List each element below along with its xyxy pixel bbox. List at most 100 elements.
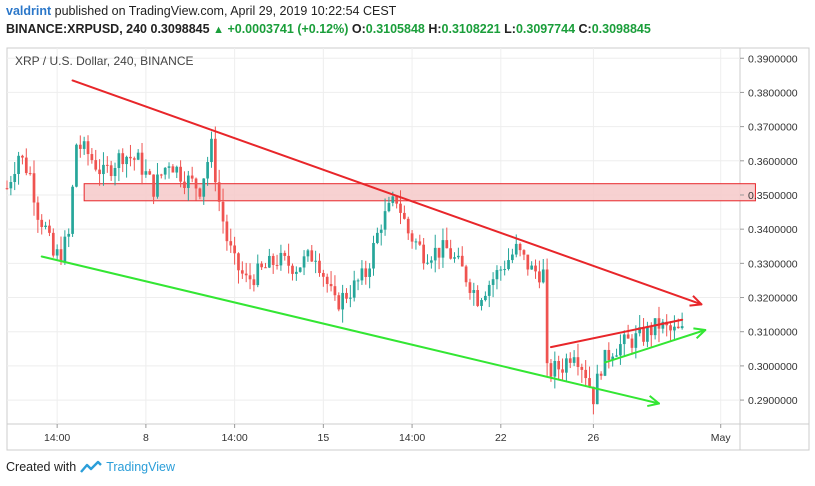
- candle-body: [75, 144, 78, 187]
- published-text: published on TradingView.com, April 29, …: [54, 4, 397, 18]
- trendlines: [40, 79, 707, 408]
- candle-body: [499, 269, 503, 271]
- candle-body: [63, 236, 67, 262]
- candle-body: [129, 156, 132, 159]
- candle-body: [376, 232, 379, 243]
- candle-body: [48, 225, 51, 233]
- candle-body: [360, 268, 364, 281]
- tradingview-brand[interactable]: TradingView: [106, 460, 175, 474]
- candle-body: [480, 300, 483, 306]
- candle-body: [71, 186, 74, 234]
- candle-body: [248, 275, 252, 280]
- y-tick-label: 0.3900000: [748, 53, 798, 65]
- time-axis[interactable]: 14:00 8 14:00 15 14:00 22 26 May: [44, 424, 731, 444]
- candle-body: [32, 173, 36, 203]
- candle-body: [314, 260, 317, 262]
- candle-body: [607, 349, 611, 361]
- publish-line: valdrint published on TradingView.com, A…: [6, 4, 396, 18]
- candle-body: [287, 255, 290, 266]
- x-tick-label: May: [711, 432, 732, 444]
- candle-body: [337, 295, 341, 310]
- candle-body: [626, 334, 630, 339]
- candle-body: [615, 355, 618, 357]
- candle-body: [441, 240, 445, 258]
- candle-body: [260, 263, 263, 268]
- low-value: 0.3097744: [515, 22, 576, 36]
- candle-body: [225, 221, 229, 242]
- candle-body: [9, 182, 13, 189]
- candle-body: [379, 229, 383, 233]
- candle-body: [341, 292, 344, 310]
- open-label: O:: [351, 22, 366, 36]
- candle-body: [356, 280, 360, 282]
- candle-body: [468, 282, 472, 293]
- price-axis[interactable]: 0.2900000 0.3000000 0.3100000 0.3200000 0.33…: [740, 53, 798, 407]
- candle-body: [638, 327, 642, 334]
- candle-body: [599, 373, 603, 376]
- candle-body: [221, 201, 225, 222]
- candle-body: [611, 356, 615, 361]
- candle-body: [213, 138, 217, 183]
- candle-body: [387, 202, 391, 212]
- last-price: 0.3098845: [150, 22, 210, 36]
- candle-body: [294, 271, 298, 274]
- candle-body: [418, 241, 422, 245]
- candle-body: [13, 174, 17, 183]
- candle-body: [673, 326, 676, 331]
- tradingview-logo-icon: [80, 460, 103, 473]
- candle-body: [244, 273, 248, 276]
- candle-body: [449, 248, 453, 259]
- candle-body: [653, 318, 657, 336]
- symbol-label: BINANCE:XRPUSD, 240: [6, 22, 148, 36]
- candle-body: [372, 242, 375, 269]
- candle-body: [676, 326, 680, 329]
- candle-body: [534, 265, 537, 272]
- candle-body: [426, 262, 429, 264]
- candle-body: [109, 165, 113, 177]
- open-value: 0.3105848: [365, 22, 425, 36]
- candle-body: [171, 166, 175, 173]
- candle-body: [649, 326, 653, 336]
- candle-body: [90, 154, 94, 161]
- candle-body: [541, 269, 545, 283]
- candle-body: [464, 266, 468, 283]
- candle-body: [349, 297, 352, 299]
- candle-body: [24, 157, 28, 174]
- candle-body: [410, 233, 414, 242]
- candle-body: [634, 333, 638, 348]
- candle-body: [28, 173, 32, 175]
- candle-body: [198, 188, 202, 197]
- footer: Created with TradingView: [6, 460, 175, 474]
- candle-body: [59, 249, 63, 262]
- candle-body: [391, 196, 395, 203]
- candle-body: [514, 243, 518, 255]
- y-tick-label: 0.3500000: [748, 190, 798, 202]
- pennant-upper-line: [549, 318, 684, 349]
- candle-body: [82, 141, 86, 149]
- candle-body: [568, 358, 572, 363]
- candle-body: [333, 286, 337, 296]
- triangle-up-icon: ▲: [213, 24, 224, 36]
- resistance-zone: [83, 183, 756, 202]
- candle-body: [661, 321, 665, 329]
- chart-frame: [6, 47, 810, 451]
- author-name[interactable]: valdrint: [6, 4, 52, 18]
- x-tick-label: 8: [143, 432, 149, 444]
- candle-body: [271, 255, 275, 265]
- resistance-zone-layer: [83, 183, 756, 202]
- y-tick-label: 0.3000000: [748, 361, 798, 373]
- candle-body: [163, 167, 167, 175]
- candle-body: [306, 250, 310, 257]
- high-label: H:: [428, 22, 442, 36]
- candle-body: [406, 218, 410, 234]
- candle-body: [36, 202, 40, 220]
- y-tick-label: 0.3800000: [748, 87, 798, 99]
- candle-body: [557, 360, 561, 370]
- candle-body: [310, 250, 314, 262]
- candle-body: [460, 255, 464, 267]
- candle-body: [561, 369, 564, 373]
- candle-body: [680, 326, 684, 329]
- candle-body: [646, 326, 649, 342]
- candle-body: [522, 250, 526, 255]
